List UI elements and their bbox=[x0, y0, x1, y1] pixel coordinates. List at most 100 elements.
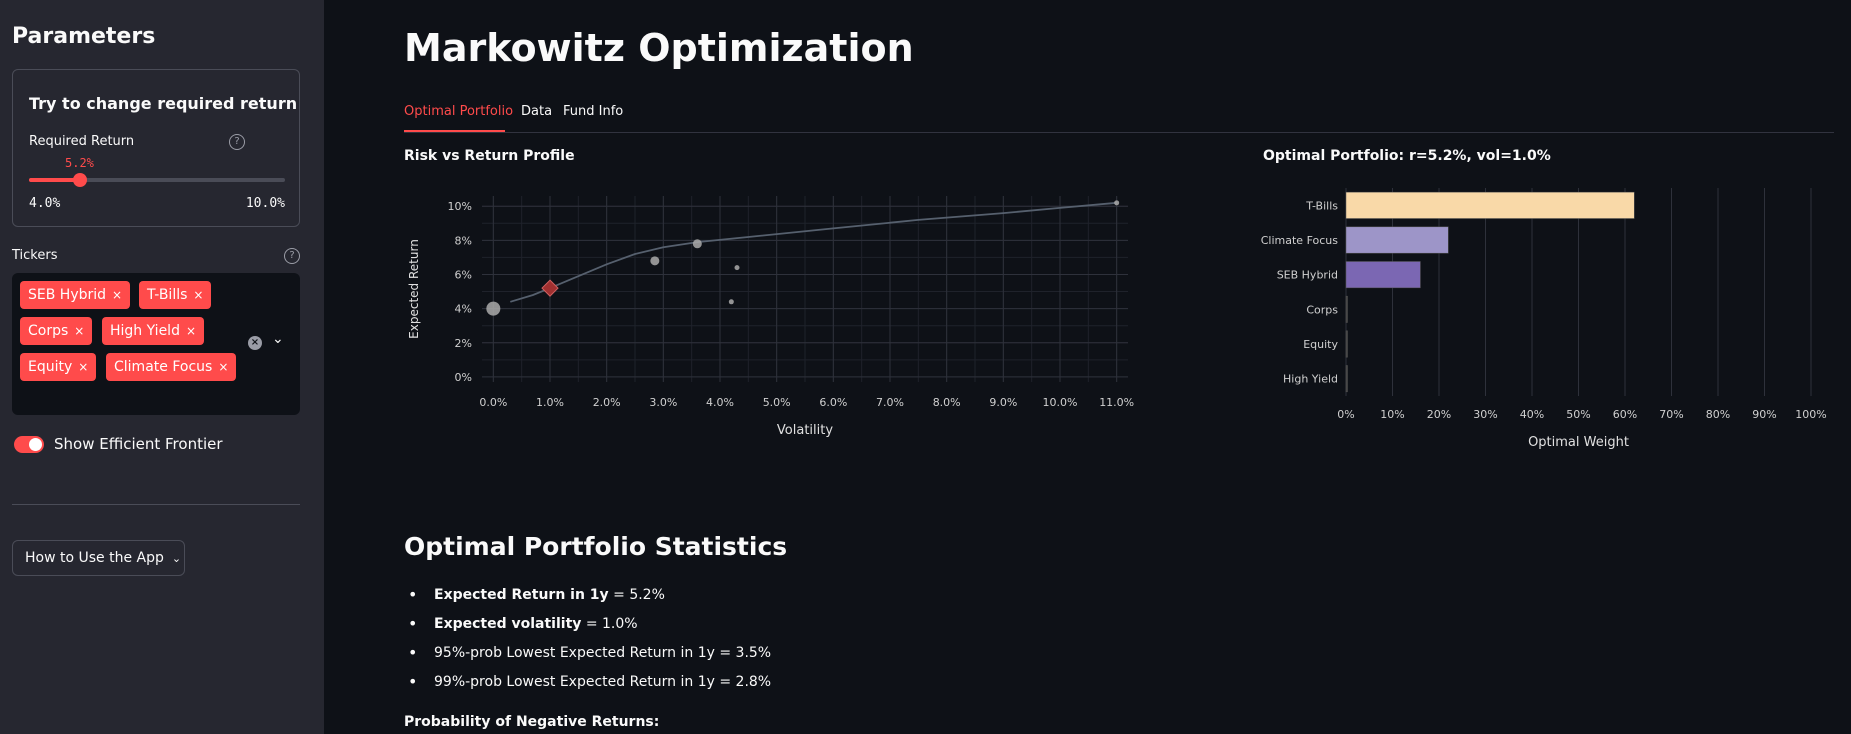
ticker-tag[interactable]: SEB Hybrid × bbox=[20, 281, 131, 309]
ticker-tag[interactable]: T-Bills × bbox=[139, 281, 212, 309]
asset-point bbox=[728, 299, 734, 305]
negative-returns-title: Probability of Negative Returns: bbox=[404, 714, 660, 730]
efficient-frontier-toggle[interactable] bbox=[14, 436, 44, 453]
y-tick-label: Equity bbox=[1303, 338, 1338, 351]
ticker-tag-label: Climate Focus bbox=[114, 359, 213, 375]
sidebar-divider bbox=[12, 504, 300, 505]
required-return-card: Try to change required return Required R… bbox=[12, 69, 300, 227]
bar-chart-title: Optimal Portfolio: r=5.2%, vol=1.0% bbox=[1263, 148, 1551, 164]
ticker-tag[interactable]: Corps × bbox=[20, 317, 93, 345]
stat-value: = 5.2% bbox=[608, 587, 665, 603]
active-tab-indicator bbox=[404, 130, 505, 132]
remove-tag-icon[interactable]: × bbox=[193, 288, 204, 302]
asset-point bbox=[734, 265, 740, 271]
x-tick-label: 10% bbox=[1380, 408, 1404, 421]
risk-return-chart: 0.0% 1.0% 2.0% 3.0% 4.0% 5.0% 6.0% 7.0% 8.0% 9.0%… bbox=[407, 196, 1134, 438]
slider-label: Required Return bbox=[29, 134, 135, 149]
remove-tag-icon[interactable]: × bbox=[112, 288, 123, 302]
remove-tag-icon[interactable]: × bbox=[74, 324, 85, 338]
stats-title: Optimal Portfolio Statistics bbox=[404, 532, 788, 561]
y-tick-label: 10% bbox=[448, 200, 472, 213]
ticker-tag-label: SEB Hybrid bbox=[28, 287, 107, 303]
weight-bar bbox=[1345, 261, 1421, 289]
clear-all-icon[interactable]: × bbox=[248, 336, 262, 350]
x-tick-label: 11.0% bbox=[1099, 396, 1134, 409]
remove-tag-icon[interactable]: × bbox=[78, 360, 89, 374]
x-tick-label: 10.0% bbox=[1043, 396, 1078, 409]
weight-bar bbox=[1345, 330, 1348, 358]
ticker-tag-label: T-Bills bbox=[147, 287, 188, 303]
remove-tag-icon[interactable]: × bbox=[185, 324, 197, 338]
asset-point bbox=[692, 239, 702, 249]
ticker-tag[interactable]: Equity × bbox=[20, 353, 97, 381]
x-tick-label: 20% bbox=[1427, 408, 1451, 421]
y-tick-label: 0% bbox=[455, 371, 472, 384]
y-tick-label: 2% bbox=[455, 337, 472, 350]
ticker-tag[interactable]: Climate Focus × bbox=[106, 353, 237, 381]
slider-value: 5.2% bbox=[65, 156, 94, 170]
slider-min-label: 4.0% bbox=[29, 196, 61, 211]
slider-fill bbox=[29, 178, 81, 182]
slider-handle[interactable] bbox=[73, 173, 88, 187]
y-tick-label: High Yield bbox=[1283, 373, 1338, 386]
x-tick-label: 7.0% bbox=[876, 396, 904, 409]
help-icon[interactable]: ? bbox=[229, 134, 245, 150]
x-tick-label: 2.0% bbox=[593, 396, 621, 409]
y-tick-label: 8% bbox=[455, 234, 472, 247]
y-tick-label: Corps bbox=[1306, 303, 1338, 316]
x-tick-label: 9.0% bbox=[989, 396, 1017, 409]
y-tick-label: 6% bbox=[455, 268, 472, 281]
x-tick-label: 1.0% bbox=[536, 396, 564, 409]
x-tick-label: 30% bbox=[1473, 408, 1497, 421]
y-tick-label: SEB Hybrid bbox=[1277, 269, 1338, 282]
weight-bar bbox=[1345, 295, 1348, 323]
x-tick-label: 70% bbox=[1659, 408, 1683, 421]
tickers-multiselect[interactable]: SEB Hybrid × T-Bills × Corps × High Yield × … bbox=[12, 273, 300, 415]
sidebar: Parameters Try to change required return… bbox=[0, 0, 324, 734]
ticker-tag-label: Corps bbox=[28, 323, 69, 339]
tab-fund-info[interactable]: Fund Info bbox=[563, 104, 624, 119]
stat-label: Expected volatility bbox=[434, 616, 582, 632]
x-axis-label: Optimal Weight bbox=[1528, 435, 1629, 450]
x-tick-label: 40% bbox=[1520, 408, 1544, 421]
stat-item: Expected volatility = 1.0% bbox=[404, 614, 771, 643]
x-tick-label: 8.0% bbox=[933, 396, 961, 409]
stat-label: Expected Return in 1y bbox=[434, 587, 609, 603]
main-content: Markowitz Optimization Optimal Portfolio… bbox=[324, 0, 1851, 734]
tab-bar: Optimal Portfolio Data Fund Info bbox=[404, 100, 1834, 133]
stat-item: 99%-prob Lowest Expected Return in 1y = … bbox=[404, 672, 771, 701]
weight-bar bbox=[1345, 191, 1635, 219]
asset-point bbox=[650, 256, 660, 266]
tab-data[interactable]: Data bbox=[521, 104, 553, 119]
chevron-down-icon: ⌄ bbox=[171, 552, 182, 565]
card-title: Try to change required return bbox=[29, 94, 298, 113]
ticker-tag-label: Equity bbox=[28, 359, 73, 375]
y-axis-label: Expected Return bbox=[407, 239, 421, 339]
ticker-tag[interactable]: High Yield × bbox=[102, 317, 205, 345]
remove-tag-icon[interactable]: × bbox=[218, 360, 229, 374]
x-tick-label: 80% bbox=[1706, 408, 1730, 421]
x-tick-label: 50% bbox=[1566, 408, 1590, 421]
tab-optimal-portfolio[interactable]: Optimal Portfolio bbox=[404, 104, 514, 119]
y-tick-label: 4% bbox=[455, 303, 472, 316]
expander-label: How to Use the App bbox=[25, 550, 164, 566]
required-return-slider[interactable] bbox=[29, 173, 285, 187]
slider-max-label: 10.0% bbox=[245, 196, 285, 211]
stat-value: = 1.0% bbox=[581, 616, 638, 632]
help-icon[interactable]: ? bbox=[284, 248, 300, 264]
x-tick-label: 0% bbox=[1337, 408, 1354, 421]
scatter-chart-title: Risk vs Return Profile bbox=[404, 148, 575, 164]
x-tick-label: 90% bbox=[1752, 408, 1776, 421]
how-to-use-expander[interactable]: How to Use the App ⌄ bbox=[12, 540, 185, 576]
weight-bar bbox=[1345, 226, 1449, 254]
toggle-label: Show Efficient Frontier bbox=[54, 435, 223, 453]
page-title: Markowitz Optimization bbox=[404, 26, 914, 70]
x-tick-label: 0.0% bbox=[479, 396, 507, 409]
stat-item: 95%-prob Lowest Expected Return in 1y = … bbox=[404, 643, 771, 672]
stat-value: 99%-prob Lowest Expected Return in 1y = … bbox=[434, 674, 772, 690]
asset-point bbox=[1114, 200, 1120, 206]
chevron-down-icon[interactable]: ⌄ bbox=[272, 331, 284, 347]
ticker-tag-label: High Yield bbox=[110, 323, 180, 339]
x-tick-label: 60% bbox=[1613, 408, 1637, 421]
x-tick-label: 5.0% bbox=[763, 396, 791, 409]
